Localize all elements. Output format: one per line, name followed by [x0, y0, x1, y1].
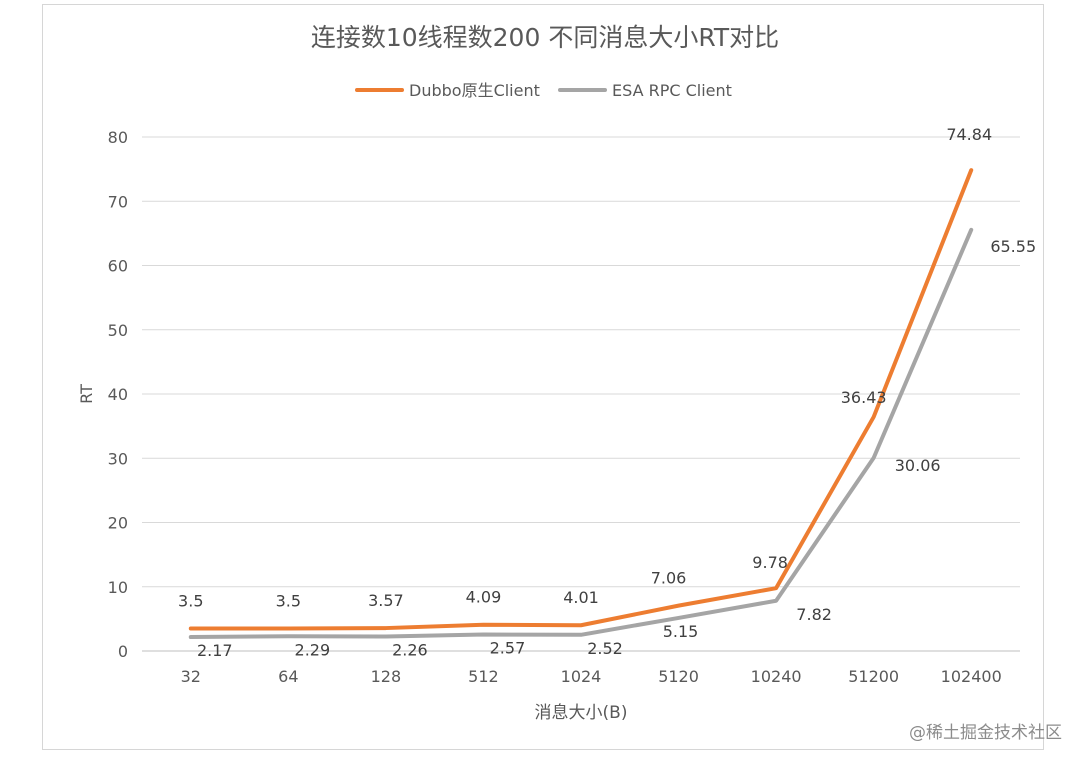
data-label: 2.52 [587, 639, 623, 658]
x-tick-label: 102400 [941, 667, 1002, 686]
x-axis-title: 消息大小(B) [535, 703, 628, 723]
legend-label: ESA RPC Client [612, 81, 732, 100]
data-label: 65.55 [990, 237, 1036, 256]
series-lines [188, 168, 974, 640]
x-tick-label: 51200 [848, 667, 899, 686]
data-label: 2.17 [197, 641, 233, 660]
series-line-0 [188, 168, 974, 631]
y-axis-ticks: 0 10 20 30 40 50 60 70 80 [108, 128, 128, 661]
series-line-1 [188, 227, 974, 640]
x-tick-label: 128 [371, 667, 402, 686]
x-axis-ticks: 32 64 128 512 1024 5120 10240 51200 102400 [181, 667, 1002, 686]
data-label: 36.43 [841, 388, 887, 407]
legend: Dubbo原生Client ESA RPC Client [355, 81, 732, 100]
data-label: 3.5 [178, 592, 203, 611]
data-label: 9.78 [752, 553, 788, 572]
data-label: 7.06 [651, 569, 687, 588]
x-tick-label: 10240 [751, 667, 802, 686]
y-tick-label: 0 [118, 642, 128, 661]
data-label: 2.26 [392, 640, 428, 659]
x-tick-label: 512 [468, 667, 499, 686]
x-tick-label: 1024 [561, 667, 602, 686]
y-tick-label: 50 [108, 321, 128, 340]
data-label: 4.09 [466, 588, 502, 607]
data-label: 3.57 [368, 591, 404, 610]
data-label: 3.5 [276, 592, 301, 611]
y-tick-label: 80 [108, 128, 128, 147]
y-tick-label: 60 [108, 257, 128, 276]
y-tick-label: 10 [108, 578, 128, 597]
data-label: 2.57 [490, 638, 526, 657]
data-labels: 3.5 3.5 3.57 4.09 4.01 7.06 9.78 36.43 74.84 2.17… [178, 125, 1036, 660]
data-label: 74.84 [946, 125, 992, 144]
x-tick-label: 64 [278, 667, 298, 686]
data-label: 30.06 [895, 456, 941, 475]
y-tick-label: 70 [108, 192, 128, 211]
data-label: 4.01 [563, 588, 599, 607]
x-tick-label: 32 [181, 667, 201, 686]
data-label: 2.29 [295, 640, 331, 659]
y-tick-label: 30 [108, 449, 128, 468]
y-axis-title: RT [77, 384, 96, 404]
data-label: 7.82 [796, 605, 832, 624]
y-tick-label: 20 [108, 514, 128, 533]
legend-label: Dubbo原生Client [409, 81, 540, 100]
y-tick-label: 40 [108, 385, 128, 404]
watermark: @稀土掘金技术社区 [909, 723, 1062, 743]
data-label: 5.15 [663, 622, 699, 641]
chart-title: 连接数10线程数200 不同消息大小RT对比 [311, 23, 779, 52]
gridlines [142, 136, 1020, 652]
x-tick-label: 5120 [658, 667, 699, 686]
